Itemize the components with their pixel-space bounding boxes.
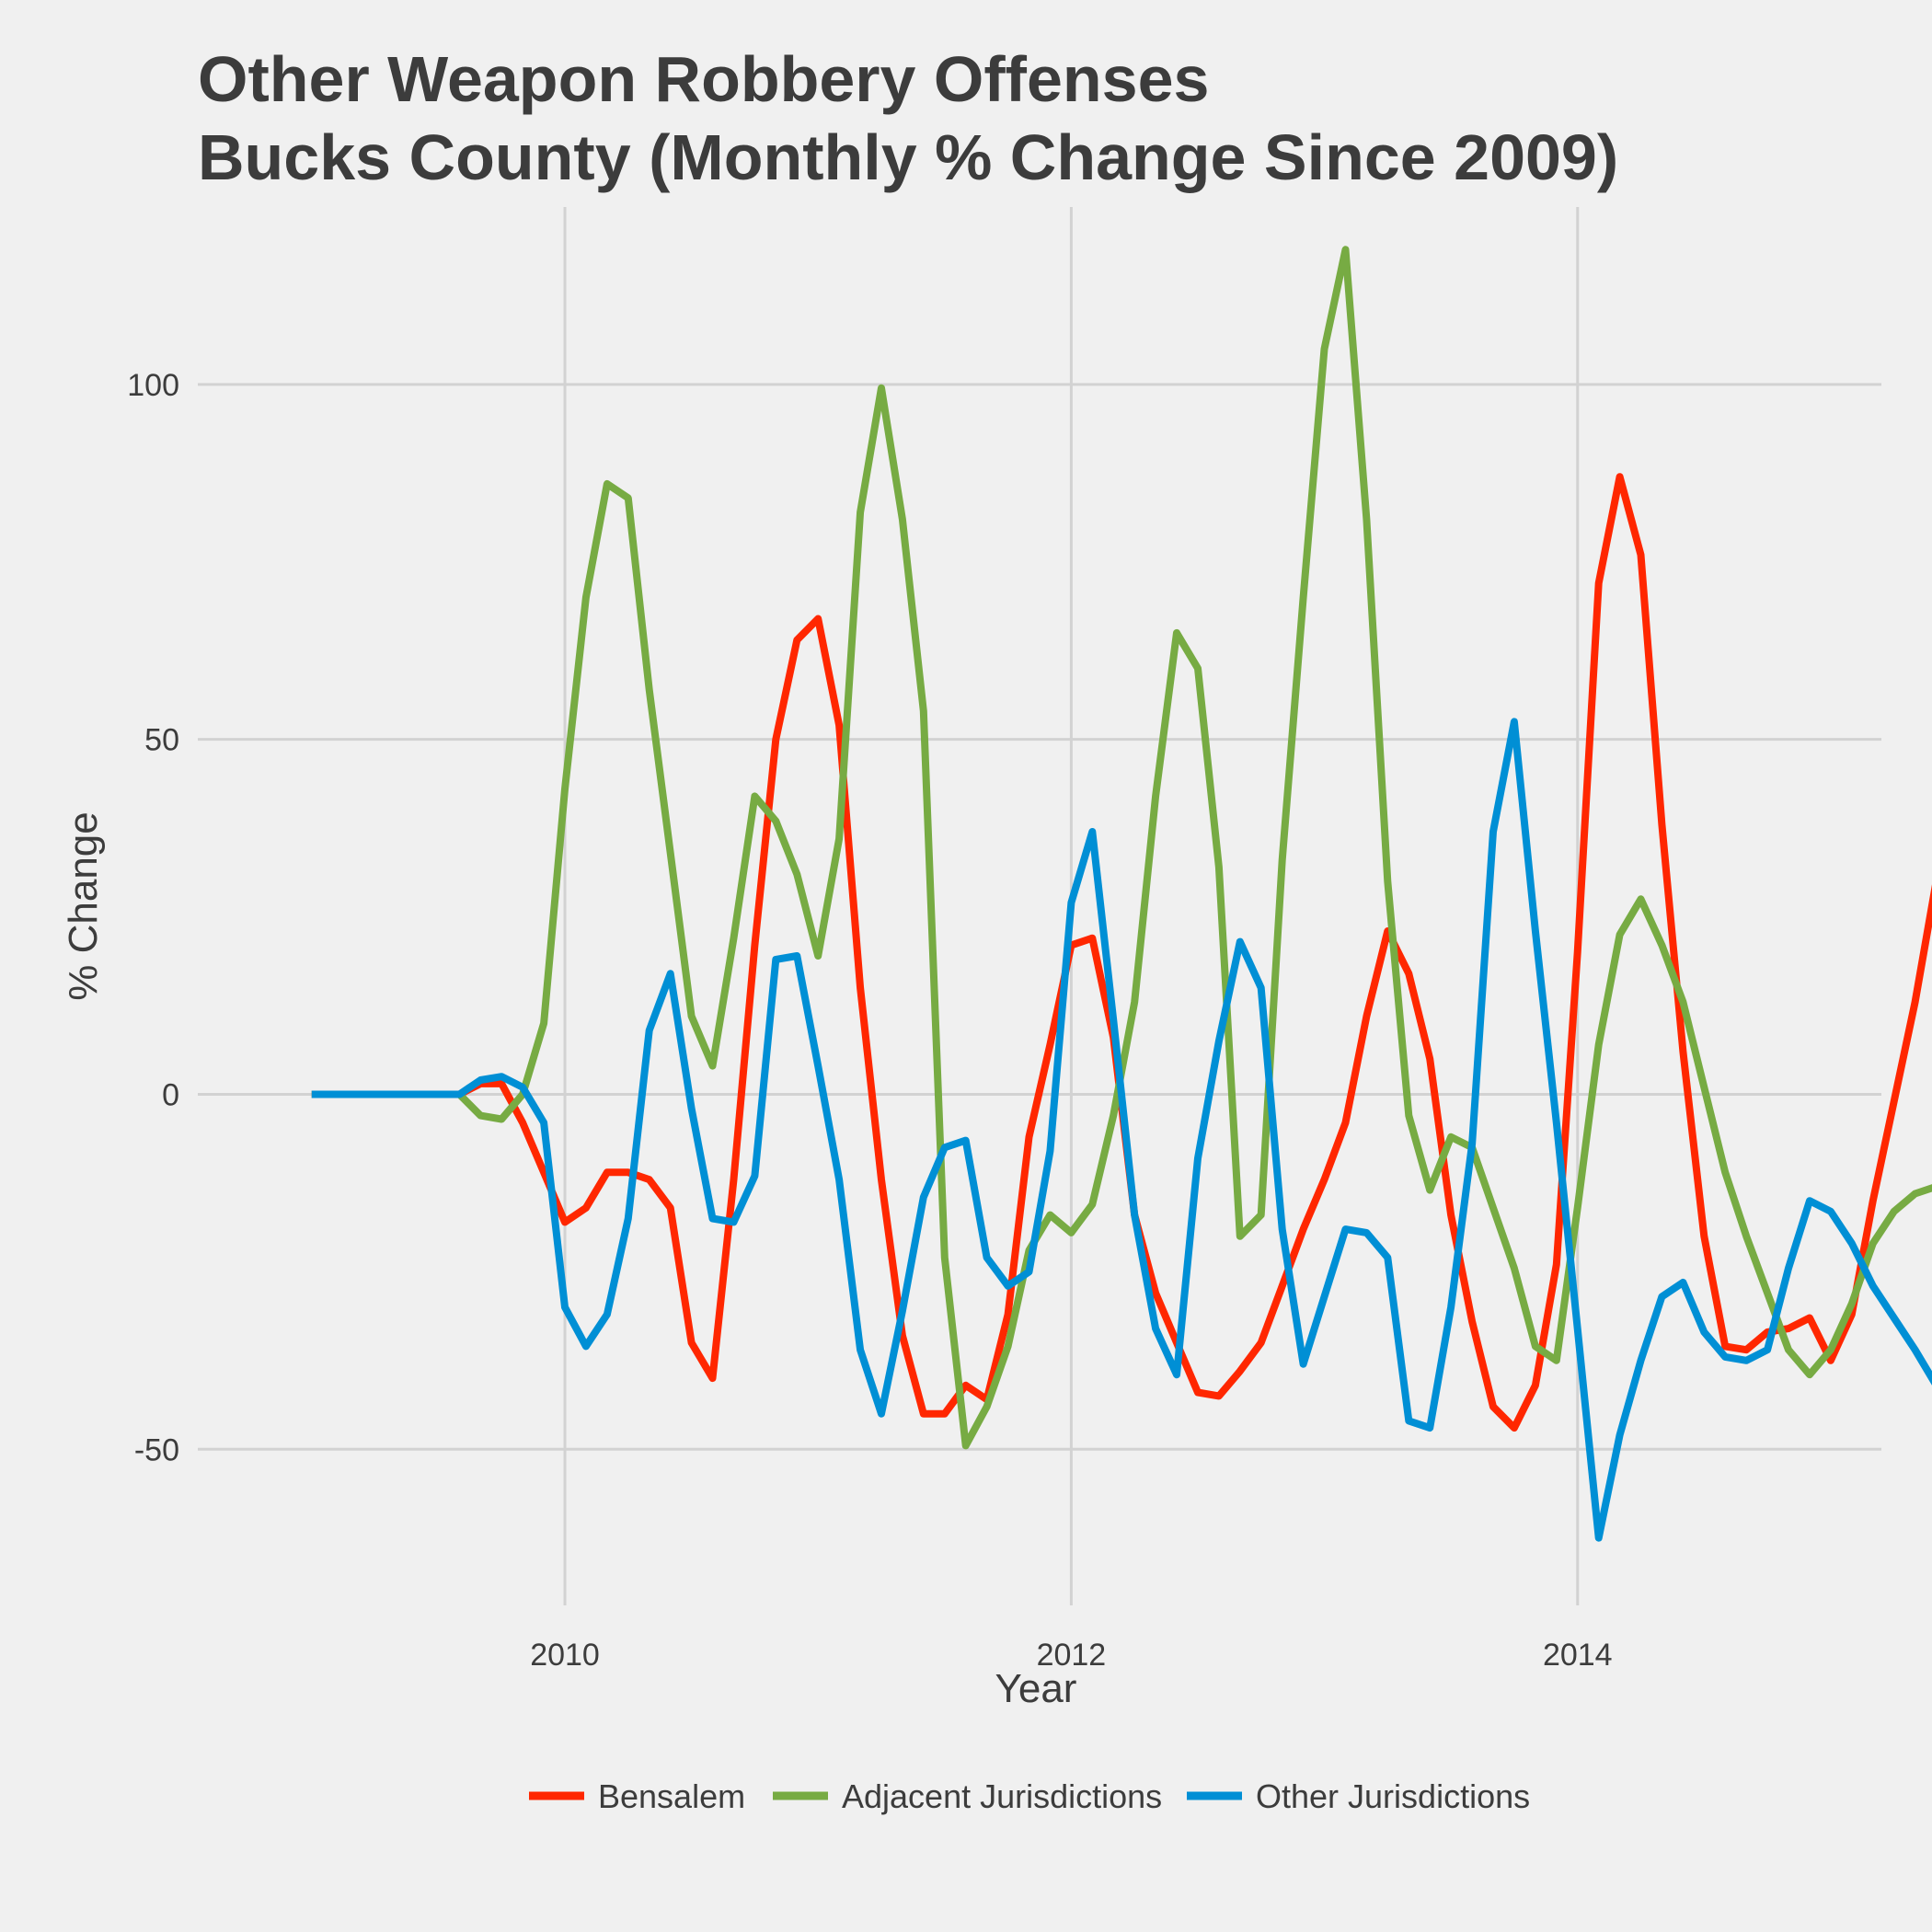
legend-label: Bensalem xyxy=(598,1777,745,1815)
series-line-3 xyxy=(311,718,1932,1542)
y-tick-label: 100 xyxy=(127,368,179,403)
legend: Bensalem Adjacent Jurisdictions Other Juri… xyxy=(529,1777,1530,1815)
y-axis-title: % Change xyxy=(61,811,106,1000)
series-layer xyxy=(311,246,1932,1542)
y-tick-label: 50 xyxy=(144,723,179,758)
y-tick-label: 0 xyxy=(162,1077,179,1112)
x-tick-label: 2012 xyxy=(1037,1638,1107,1673)
x-axis-title: Year xyxy=(995,1666,1077,1711)
legend-label: Other Jurisdictions xyxy=(1256,1777,1530,1815)
y-tick-label: -50 xyxy=(134,1432,179,1467)
series-line-1 xyxy=(311,473,1932,1432)
tick-labels: 2010 2012 2014 -50 0 50 100 xyxy=(127,368,1612,1673)
chart-title-line-2: Bucks County (Monthly % Change Since 200… xyxy=(198,121,1618,193)
chart-title-line-1: Other Weapon Robbery Offenses xyxy=(198,43,1209,115)
x-tick-label: 2014 xyxy=(1543,1638,1613,1673)
legend-label: Adjacent Jurisdictions xyxy=(842,1777,1162,1815)
chart-title: Other Weapon Robbery Offenses Bucks Coun… xyxy=(198,43,1618,193)
x-tick-label: 2010 xyxy=(530,1638,600,1673)
series-line-2 xyxy=(311,246,1932,1450)
